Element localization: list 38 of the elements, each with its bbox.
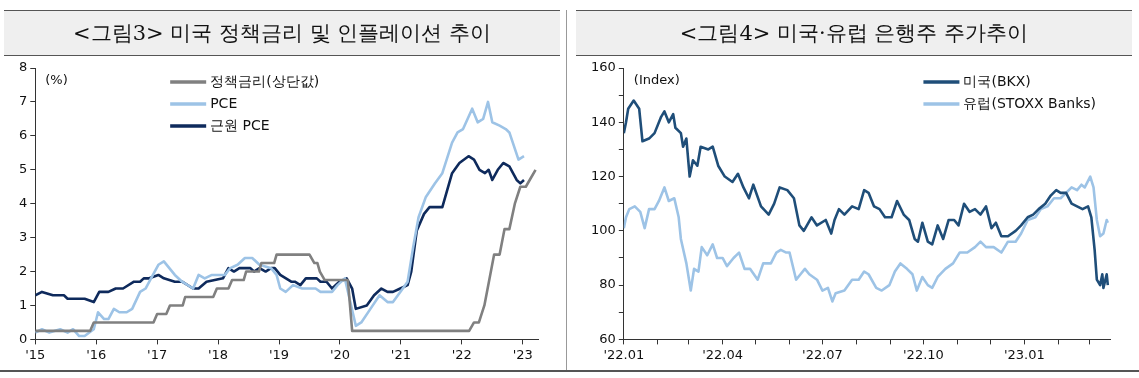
y-tick-label: 80 (599, 276, 616, 292)
y-tick-label: 120 (590, 167, 616, 183)
x-tick-label: '15 (25, 346, 46, 362)
x-tick-label: '20 (329, 346, 351, 362)
x-tick-label: '22.07 (802, 346, 843, 362)
x-tick-label: '22.01 (603, 346, 645, 362)
chart-title: <그림3> 미국 정책금리 및 인플레이션 추이 (4, 10, 560, 56)
y-tick-label: 5 (18, 161, 28, 177)
y-axis-title: (%) (45, 71, 68, 87)
y-tick-label: 8 (18, 59, 28, 75)
x-tick-label: '22.10 (903, 346, 944, 362)
x-tick-label: '23.01 (1004, 346, 1045, 362)
y-tick-label: 6 (18, 127, 28, 143)
x-tick-label: '17 (147, 346, 168, 362)
y-tick-label: 3 (18, 229, 28, 244)
x-tick-label: '18 (208, 346, 229, 362)
y-axis-title: (Index) (633, 71, 680, 87)
x-tick-label: '22.04 (702, 346, 743, 362)
y-tick-label: 2 (18, 262, 28, 278)
legend-label: 유럽(STOXX Banks) (963, 94, 1096, 111)
x-tick-label: '19 (268, 346, 290, 362)
y-tick-label: 140 (590, 113, 616, 129)
y-tick-label: 4 (18, 195, 28, 211)
legend-label: 미국(BKX) (963, 72, 1031, 89)
y-tick-label: 1 (18, 296, 28, 312)
y-tick-label: 7 (18, 93, 28, 109)
x-tick-label: '16 (86, 346, 107, 362)
legend-label: 정책금리(상단값) (210, 72, 320, 89)
y-tick-label: 60 (599, 330, 616, 346)
y-tick-label: 0 (18, 330, 28, 346)
legend-label: PCE (210, 94, 238, 111)
chart-title: <그림4> 미국·유럽 은행주 주가추이 (576, 10, 1132, 56)
x-tick-label: '23 (512, 346, 533, 362)
y-tick-label: 160 (590, 59, 616, 75)
x-tick-label: '21 (390, 346, 411, 362)
y-tick-label: 100 (590, 222, 616, 238)
x-tick-label: '22 (451, 346, 472, 362)
legend-label: 근원 PCE (210, 116, 270, 133)
